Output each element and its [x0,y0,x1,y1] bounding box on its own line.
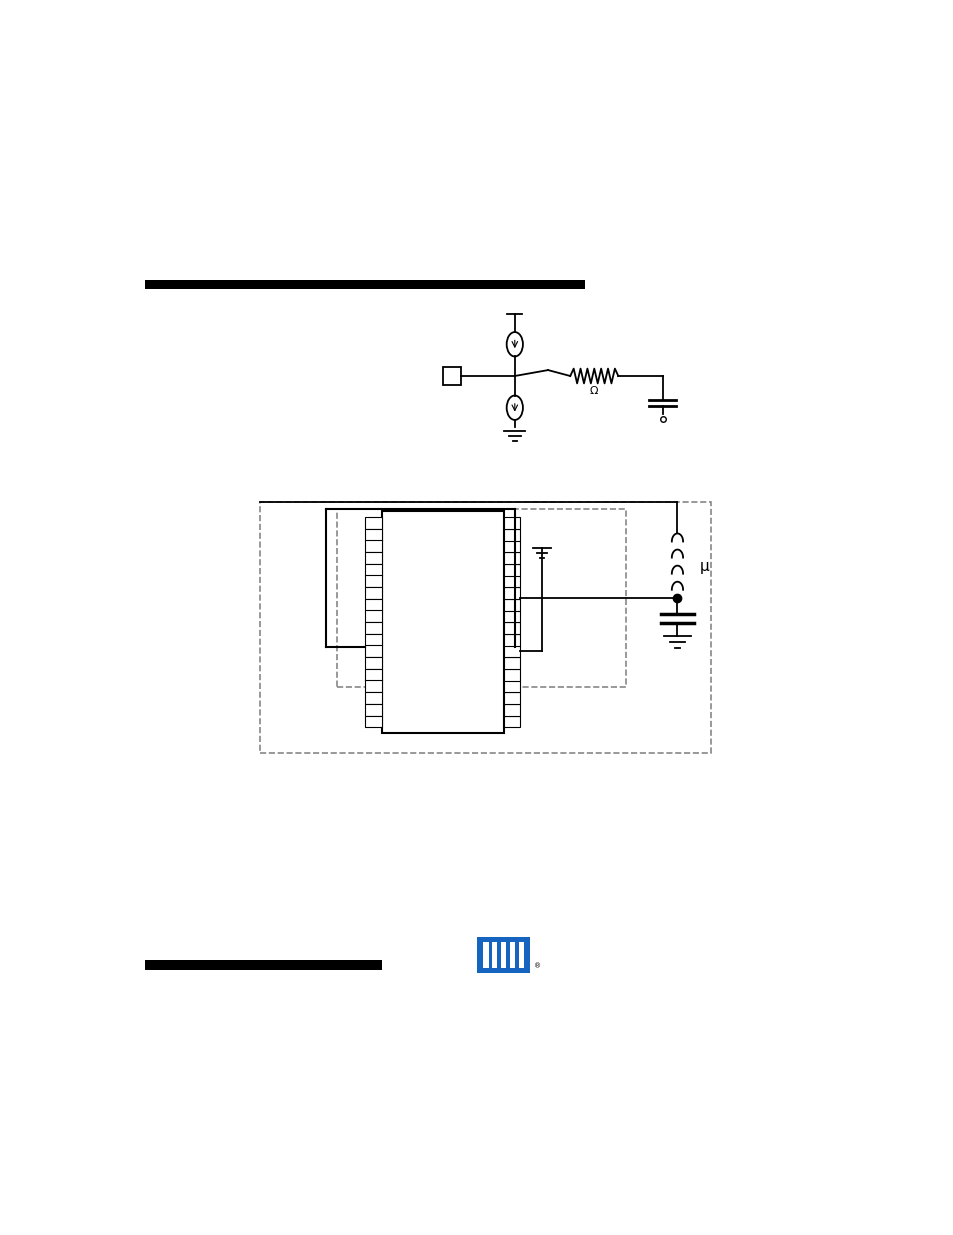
Bar [503,552,519,564]
Bar [365,587,381,599]
Bar [442,367,460,385]
Bar [503,587,519,599]
Bar [365,563,381,576]
Bar [476,937,530,973]
Bar [503,576,519,588]
Bar [365,704,381,715]
Bar [365,692,381,704]
Bar [365,517,381,529]
Bar [365,646,381,657]
Bar [503,563,519,576]
Bar [503,704,519,715]
Bar [365,599,381,610]
Bar [510,941,515,968]
Bar [365,610,381,622]
Bar [483,941,488,968]
Bar [259,501,710,753]
Text: Ω: Ω [589,385,598,395]
Ellipse shape [506,395,522,420]
Bar [503,646,519,657]
Bar [503,715,519,727]
Bar [365,552,381,564]
Text: μ: μ [699,558,708,573]
Bar [145,960,381,969]
Bar [503,529,519,541]
Bar [337,509,625,687]
Ellipse shape [506,332,522,357]
Bar [503,692,519,704]
Bar [365,576,381,588]
Bar [381,511,503,734]
Bar [365,669,381,680]
Bar [503,541,519,552]
Bar [503,517,519,529]
Bar [145,280,584,289]
Bar [503,657,519,669]
Bar [503,634,519,646]
Bar [365,715,381,727]
Bar [365,541,381,552]
Bar [500,941,506,968]
Bar [503,669,519,680]
Text: ®: ® [534,963,540,969]
Bar [365,622,381,634]
Bar [365,529,381,541]
Bar [365,634,381,646]
Bar [365,657,381,669]
Bar [503,680,519,693]
Bar [492,941,497,968]
Bar [503,610,519,622]
Bar [518,941,523,968]
Bar [503,622,519,634]
Bar [365,680,381,693]
Bar [503,599,519,610]
